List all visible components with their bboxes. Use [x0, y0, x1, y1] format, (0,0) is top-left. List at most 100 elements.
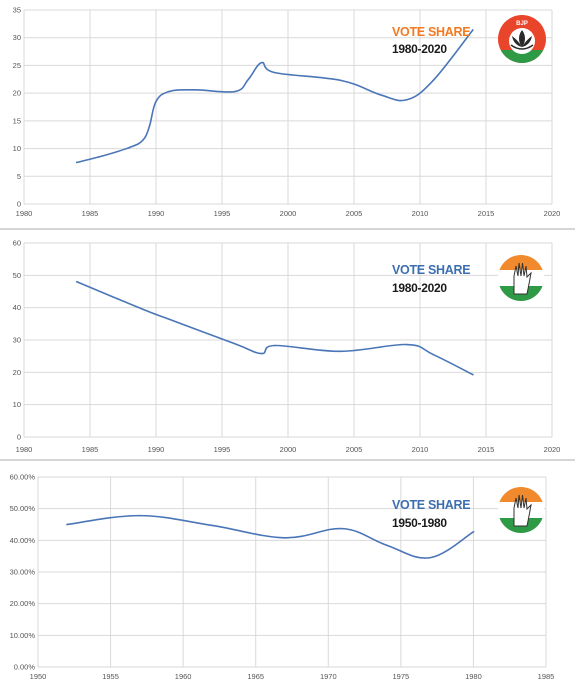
y-tick-label: 25 — [13, 61, 21, 70]
data-point — [274, 344, 276, 347]
chart-canvas: 0.00% 10.00% 20.00% 30.00% 40.00% 50.00% 60.00… — [10, 473, 555, 682]
chart-canvas: 0 5 10 15 20 25 30 35 1980 1985 1990 1995 2000 2005 20… — [13, 6, 561, 219]
data-point — [274, 71, 276, 74]
y-tick-label: 0 — [17, 433, 21, 442]
data-point — [247, 78, 250, 81]
data-point — [432, 79, 435, 82]
y-tick-label: 20.00% — [10, 599, 36, 608]
y-tick-label: 50.00% — [10, 504, 36, 513]
divider — [0, 228, 575, 230]
data-point — [472, 373, 474, 376]
y-tick-label: 40 — [13, 303, 21, 312]
chart-subtitle: 1980-2020 — [392, 281, 447, 295]
x-tick-label: 1970 — [320, 672, 337, 681]
data-point — [234, 343, 236, 345]
data-point — [260, 352, 263, 355]
y-tick-label: 10 — [13, 144, 21, 153]
x-tick-label: 2005 — [346, 209, 363, 218]
data-point — [385, 544, 388, 546]
data-point — [128, 146, 131, 149]
y-tick-label: 35 — [13, 6, 21, 15]
x-tick-label: 2005 — [346, 445, 363, 454]
x-tick-label: 2015 — [478, 445, 495, 454]
data-point — [429, 556, 431, 559]
x-tick-label: 1980 — [16, 445, 33, 454]
x-tick-label: 2010 — [412, 445, 429, 454]
x-tick-label: 2020 — [544, 445, 561, 454]
data-point — [155, 100, 157, 103]
data-point — [379, 94, 382, 96]
data-point — [168, 90, 170, 93]
y-tick-label: 60.00% — [10, 473, 36, 482]
y-tick-label: 50 — [13, 271, 21, 280]
y-tick-label: 15 — [13, 116, 21, 125]
divider — [0, 459, 575, 461]
data-point — [102, 154, 104, 157]
x-tick-label: 1955 — [102, 672, 119, 681]
data-point — [148, 125, 151, 128]
x-tick-label: 1980 — [465, 672, 482, 681]
data-point — [340, 350, 342, 353]
bjp-vote-share-chart: 0 5 10 15 20 25 30 35 1980 1985 1990 1995 2000 2005 20… — [0, 0, 575, 228]
congress-vote-share-chart-1950-1980: 0.00% 10.00% 20.00% 30.00% 40.00% 50.00% 60.00… — [0, 462, 575, 695]
x-tick-label: 2000 — [280, 445, 297, 454]
x-tick-label: 1985 — [82, 445, 99, 454]
data-point — [406, 343, 408, 346]
data-point — [340, 79, 342, 82]
y-tick-label: 20 — [13, 368, 21, 377]
x-tick-label: 2015 — [478, 209, 495, 218]
x-tick-label: 1995 — [214, 209, 231, 218]
data-point — [211, 524, 213, 527]
chart-subtitle: 1950-1980 — [392, 516, 447, 530]
x-tick-label: 1990 — [148, 445, 165, 454]
x-tick-label: 1965 — [247, 672, 264, 681]
x-tick-label: 1975 — [393, 672, 410, 681]
x-tick-label: 1950 — [30, 672, 47, 681]
data-point — [260, 61, 263, 64]
data-point — [283, 537, 286, 539]
data-point — [138, 514, 141, 517]
x-tick-label: 1980 — [16, 209, 33, 218]
chart-canvas: 0 10 20 30 40 50 60 1980 1985 1990 1995 2000 2005 201… — [13, 239, 561, 455]
data-point — [142, 308, 144, 311]
y-tick-label: 30 — [13, 33, 21, 42]
data-point — [66, 523, 68, 526]
y-tick-label: 30 — [13, 336, 21, 345]
data-point — [168, 318, 170, 321]
x-tick-label: 2000 — [280, 209, 297, 218]
data-point — [432, 353, 435, 356]
y-tick-label: 0 — [17, 200, 21, 209]
chart-title: VOTE SHARE — [392, 498, 471, 512]
data-point — [194, 89, 197, 91]
x-tick-label: 1990 — [148, 209, 165, 218]
y-tick-label: 10.00% — [10, 631, 36, 640]
congress-vote-share-chart-1980-2020: 0 10 20 30 40 50 60 1980 1985 1990 1995 2000 2005 201… — [0, 230, 575, 458]
x-tick-label: 1995 — [214, 445, 231, 454]
chart-subtitle: 1980-2020 — [392, 42, 447, 56]
series-line — [66, 514, 475, 559]
chart-title: VOTE SHARE — [392, 263, 471, 277]
x-tick-label: 1985 — [538, 672, 555, 681]
data-point — [234, 90, 236, 93]
data-point — [76, 161, 78, 164]
chart-title: VOTE SHARE — [392, 25, 471, 39]
y-tick-label: 60 — [13, 239, 21, 248]
x-tick-label: 1960 — [175, 672, 192, 681]
data-point — [76, 281, 78, 283]
x-tick-label: 2020 — [544, 209, 561, 218]
y-tick-label: 5 — [17, 172, 21, 181]
data-point — [342, 527, 344, 530]
y-tick-label: 20 — [13, 89, 21, 98]
data-point — [142, 139, 144, 142]
y-tick-label: 0.00% — [14, 663, 36, 672]
data-point — [472, 29, 474, 31]
x-tick-label: 1985 — [82, 209, 99, 218]
y-tick-label: 10 — [13, 400, 21, 409]
data-point — [472, 530, 475, 533]
series-line — [76, 281, 474, 376]
y-tick-label: 30.00% — [10, 568, 36, 577]
x-tick-label: 2010 — [412, 209, 429, 218]
logo-text: BJP — [516, 21, 528, 27]
y-tick-label: 40.00% — [10, 536, 36, 545]
data-point — [406, 98, 408, 101]
